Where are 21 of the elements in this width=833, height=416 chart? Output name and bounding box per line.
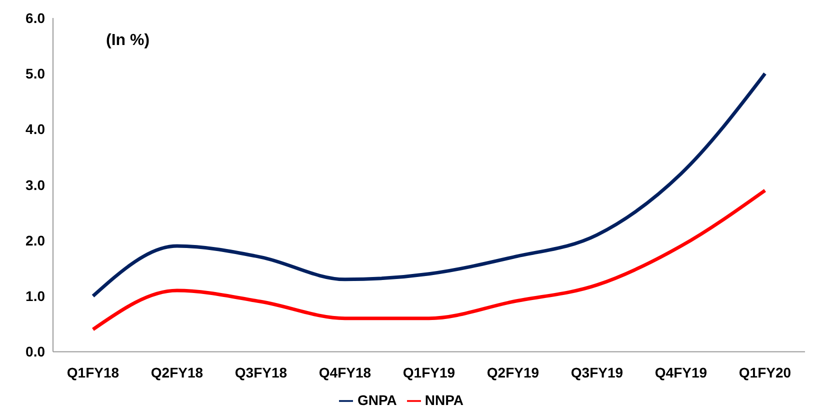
y-tick-label: 5.0 bbox=[26, 66, 46, 82]
x-tick-label: Q3FY19 bbox=[570, 364, 624, 381]
x-tick-label: Q2FY18 bbox=[150, 364, 204, 381]
x-tick-label: Q4FY18 bbox=[318, 364, 372, 381]
y-tick-label: 3.0 bbox=[26, 176, 46, 193]
y-tick-label: 4.0 bbox=[26, 121, 46, 138]
line-series bbox=[91, 188, 767, 332]
y-tick-label: 1.0 bbox=[26, 288, 46, 304]
line-series bbox=[91, 72, 767, 298]
x-tick-label: Q1FY18 bbox=[66, 364, 120, 381]
x-tick-label: Q3FY18 bbox=[234, 364, 288, 381]
x-tick-label: Q4FY19 bbox=[654, 364, 708, 381]
legend-label: GNPA bbox=[357, 392, 397, 408]
x-tick-label: Q1FY19 bbox=[402, 364, 456, 381]
x-tick-label: Q1FY20 bbox=[738, 364, 792, 381]
y-tick-label: 0.0 bbox=[26, 344, 46, 360]
y-tick-label: 6.0 bbox=[26, 10, 46, 26]
legend-label: NNPA bbox=[424, 392, 464, 408]
x-tick-label: Q2FY19 bbox=[486, 364, 540, 381]
y-tick-label: 2.0 bbox=[26, 232, 46, 248]
annotation: (In %) bbox=[106, 32, 150, 50]
